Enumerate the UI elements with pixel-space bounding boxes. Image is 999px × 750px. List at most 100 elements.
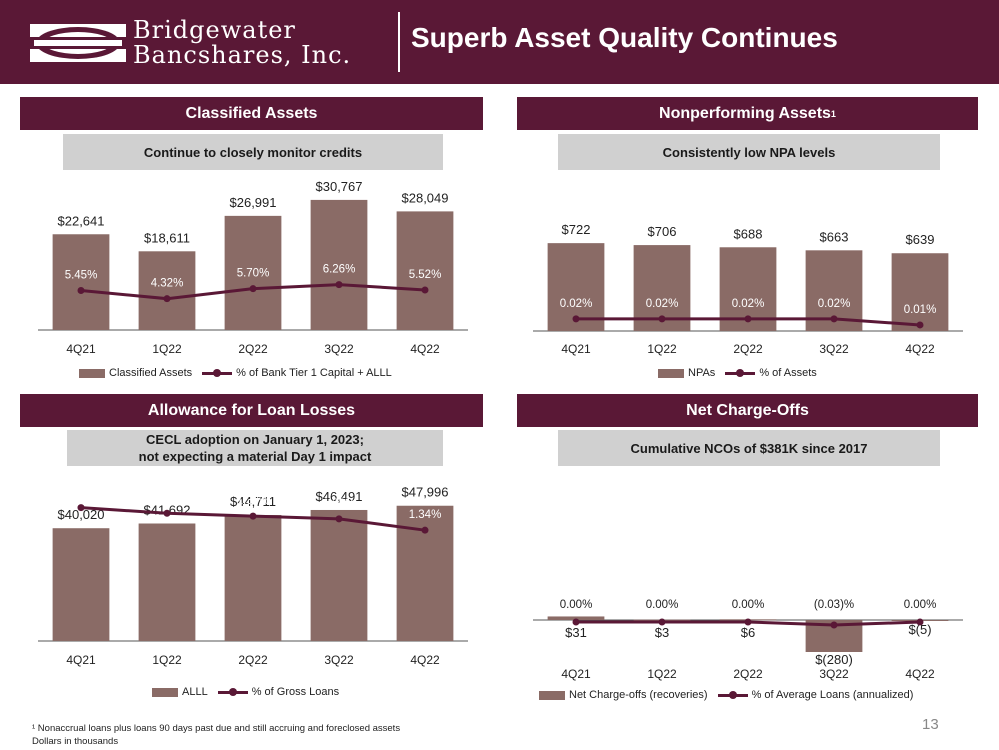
legend-line-label: % of Assets [759, 367, 817, 379]
x-tick-label: 4Q21 [561, 667, 591, 681]
line-point [830, 315, 838, 323]
npa-title-text: Nonperforming Assets [659, 104, 831, 122]
legend-bar-swatch [79, 368, 105, 378]
logo-line-2: Bancshares, Inc. [133, 41, 352, 69]
bar-value-label: $22,641 [58, 213, 105, 228]
line-point [421, 526, 429, 534]
bar-value-label: $46,491 [316, 489, 363, 504]
line-value-label: 0.01% [904, 304, 937, 316]
legend-line-label: % of Average Loans (annualized) [751, 689, 914, 701]
legend-line-marker [717, 690, 748, 699]
line-value-label: 5.70% [237, 268, 270, 280]
bar [547, 616, 605, 620]
line-value-label: (0.03)% [814, 599, 854, 611]
bar [224, 514, 282, 641]
line-value-label: 0.02% [560, 298, 593, 310]
x-tick-label: 4Q21 [66, 342, 96, 356]
legend-bar-swatch [539, 690, 565, 700]
line-value-label: 0.02% [732, 298, 765, 310]
legend-bar-label: NPAs [688, 367, 716, 379]
bar-value-label: $31 [565, 625, 587, 640]
bar-value-label: $26,991 [230, 195, 277, 210]
x-tick-label: 3Q22 [819, 342, 849, 356]
legend-bar-label: Net Charge-offs (recoveries) [569, 689, 708, 701]
bar [224, 215, 282, 330]
classified-assets-header: Classified Assets [20, 97, 483, 130]
allowance-header: Allowance for Loan Losses [20, 394, 483, 427]
line-value-label: 1.34% [409, 509, 442, 521]
line-point [658, 618, 666, 626]
x-tick-label: 4Q22 [410, 342, 440, 356]
line-value-label: 6.26% [323, 264, 356, 276]
line-value-label: 4.32% [151, 278, 184, 290]
line-value-label: 0.00% [732, 599, 765, 611]
allowance-subtitle-line1: CECL adoption on January 1, 2023; [146, 432, 364, 447]
bar [396, 211, 454, 330]
line-value-label: 1.38% [323, 498, 356, 510]
bar-value-label: $722 [562, 222, 591, 237]
bar [310, 199, 368, 330]
bar-value-label: $706 [648, 224, 677, 239]
footnote: ¹ Nonaccrual loans plus loans 90 days pa… [32, 722, 400, 748]
bar [310, 509, 368, 641]
company-logo: Bridgewater Bancshares, Inc. [30, 14, 390, 70]
x-tick-label: 4Q22 [410, 653, 440, 667]
allowance-legend: ALLL % of Gross Loans [152, 686, 339, 698]
line-point [335, 515, 343, 523]
legend-bar-swatch [152, 687, 178, 697]
legend-bar-label: Classified Assets [109, 367, 193, 379]
line-point [744, 618, 752, 626]
bar [52, 234, 110, 330]
allowance-chart: $40,0204Q21$41,6921Q22$44,7112Q22$46,491… [38, 485, 468, 667]
line-point [744, 315, 752, 323]
bar [52, 528, 110, 641]
legend-line-marker [725, 368, 756, 377]
npa-chart: $722 4Q21 $706 1Q22 $688 2Q22 $663 3Q22 $639 4Q22… [533, 222, 963, 356]
x-tick-label: 2Q22 [733, 667, 763, 681]
line-point [249, 285, 257, 293]
bar-value-label: $(280) [815, 652, 853, 667]
x-tick-label: 1Q22 [647, 667, 677, 681]
header-bar [0, 0, 999, 84]
footnote-line-2: Dollars in thousands [32, 736, 119, 747]
nco-chart: $31 4Q21 $3 1Q22 $6 2Q22 $(280)3Q22 $(5) 4Q22 0.0… [533, 599, 963, 681]
logo-emblem-icon [30, 24, 126, 62]
classified-assets-chart: $22,641 4Q21 $18,611 1Q22 $26,991 2Q22 $30,767… [38, 179, 468, 356]
line-value-label: 0.00% [560, 599, 593, 611]
x-tick-label: 2Q22 [733, 342, 763, 356]
line-point [572, 618, 580, 626]
x-tick-label: 3Q22 [819, 667, 849, 681]
classified-legend: Classified Assets % of Bank Tier 1 Capit… [79, 367, 392, 379]
line-point [421, 286, 429, 294]
line-point [163, 509, 171, 517]
x-tick-label: 3Q22 [324, 342, 354, 356]
x-tick-label: 4Q22 [905, 342, 935, 356]
bar-value-label: $6 [741, 625, 755, 640]
line-value-label: 0.00% [904, 599, 937, 611]
bar-value-label: $18,611 [144, 230, 190, 245]
line-point [163, 295, 171, 303]
bar-value-label: $44,711 [230, 494, 276, 509]
x-tick-label: 1Q22 [647, 342, 677, 356]
line-value-label: 0.02% [646, 298, 679, 310]
allowance-subtitle-line2: not expecting a material Day 1 impact [138, 449, 372, 464]
legend-bar-label: ALLL [182, 686, 208, 698]
bar [396, 505, 454, 641]
line-point [572, 315, 580, 323]
nco-legend: Net Charge-offs (recoveries) % of Averag… [539, 689, 913, 701]
logo-line-1: Bridgewater [133, 16, 296, 44]
bar [891, 253, 949, 331]
line-value-label: 5.45% [65, 269, 98, 281]
bar-value-label: $3 [655, 625, 669, 640]
legend-line-label: % of Gross Loans [251, 686, 340, 698]
page-title: Superb Asset Quality Continues [411, 22, 838, 53]
net-charge-offs-header: Net Charge-Offs [517, 394, 978, 427]
bar-value-label: $(5) [908, 622, 931, 637]
title-divider [398, 12, 400, 72]
x-tick-label: 4Q21 [561, 342, 591, 356]
footnote-line-1: ¹ Nonaccrual loans plus loans 90 days pa… [32, 723, 401, 734]
x-tick-label: 1Q22 [152, 653, 182, 667]
bar-value-label: $30,767 [316, 179, 363, 194]
npa-subtitle: Consistently low NPA levels [558, 134, 940, 170]
x-tick-label: 1Q22 [152, 342, 182, 356]
